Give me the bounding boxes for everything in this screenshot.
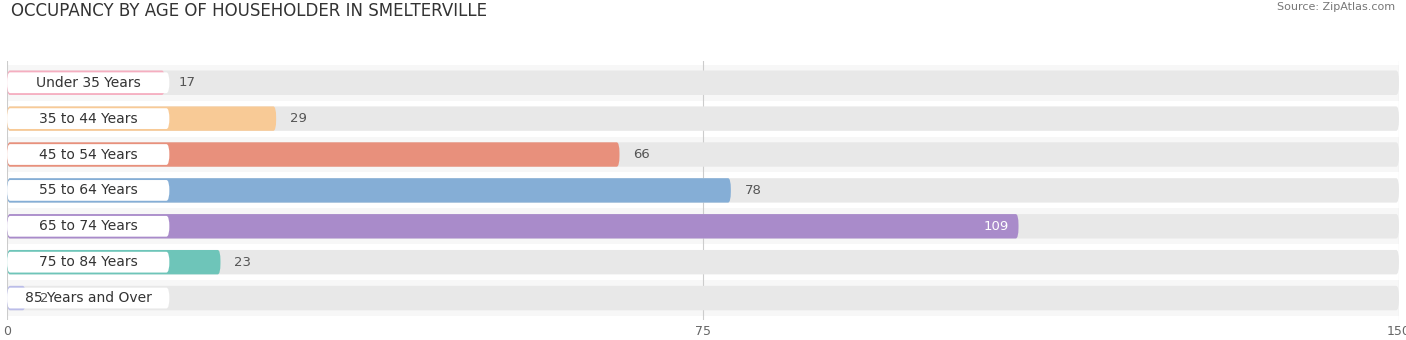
FancyBboxPatch shape xyxy=(7,280,1399,316)
Text: 2: 2 xyxy=(39,292,48,305)
Text: Source: ZipAtlas.com: Source: ZipAtlas.com xyxy=(1277,2,1395,12)
FancyBboxPatch shape xyxy=(7,252,170,273)
FancyBboxPatch shape xyxy=(7,70,165,95)
FancyBboxPatch shape xyxy=(7,250,221,274)
FancyBboxPatch shape xyxy=(7,180,170,201)
Text: 109: 109 xyxy=(984,220,1010,233)
FancyBboxPatch shape xyxy=(7,250,1399,274)
Text: 65 to 74 Years: 65 to 74 Years xyxy=(39,219,138,233)
FancyBboxPatch shape xyxy=(7,137,1399,172)
FancyBboxPatch shape xyxy=(7,244,1399,280)
FancyBboxPatch shape xyxy=(7,214,1399,238)
Text: 55 to 64 Years: 55 to 64 Years xyxy=(39,183,138,198)
FancyBboxPatch shape xyxy=(7,108,170,129)
FancyBboxPatch shape xyxy=(7,214,1018,238)
FancyBboxPatch shape xyxy=(7,288,170,308)
Text: 66: 66 xyxy=(633,148,650,161)
Text: Under 35 Years: Under 35 Years xyxy=(35,76,141,90)
Text: 23: 23 xyxy=(235,256,252,269)
FancyBboxPatch shape xyxy=(7,101,1399,137)
FancyBboxPatch shape xyxy=(7,144,170,165)
Text: 35 to 44 Years: 35 to 44 Years xyxy=(39,112,138,125)
FancyBboxPatch shape xyxy=(7,172,1399,208)
FancyBboxPatch shape xyxy=(7,216,170,237)
Text: 45 to 54 Years: 45 to 54 Years xyxy=(39,148,138,162)
Text: 17: 17 xyxy=(179,76,195,89)
FancyBboxPatch shape xyxy=(7,70,1399,95)
Text: 75 to 84 Years: 75 to 84 Years xyxy=(39,255,138,269)
FancyBboxPatch shape xyxy=(7,178,731,203)
FancyBboxPatch shape xyxy=(7,286,1399,310)
FancyBboxPatch shape xyxy=(7,142,620,167)
FancyBboxPatch shape xyxy=(7,208,1399,244)
Text: 78: 78 xyxy=(745,184,762,197)
FancyBboxPatch shape xyxy=(7,142,1399,167)
FancyBboxPatch shape xyxy=(7,72,170,93)
FancyBboxPatch shape xyxy=(7,106,1399,131)
Text: 85 Years and Over: 85 Years and Over xyxy=(25,291,152,305)
Text: 29: 29 xyxy=(290,112,307,125)
FancyBboxPatch shape xyxy=(7,178,1399,203)
FancyBboxPatch shape xyxy=(7,106,276,131)
FancyBboxPatch shape xyxy=(7,65,1399,101)
Text: OCCUPANCY BY AGE OF HOUSEHOLDER IN SMELTERVILLE: OCCUPANCY BY AGE OF HOUSEHOLDER IN SMELT… xyxy=(11,2,488,20)
FancyBboxPatch shape xyxy=(7,286,25,310)
